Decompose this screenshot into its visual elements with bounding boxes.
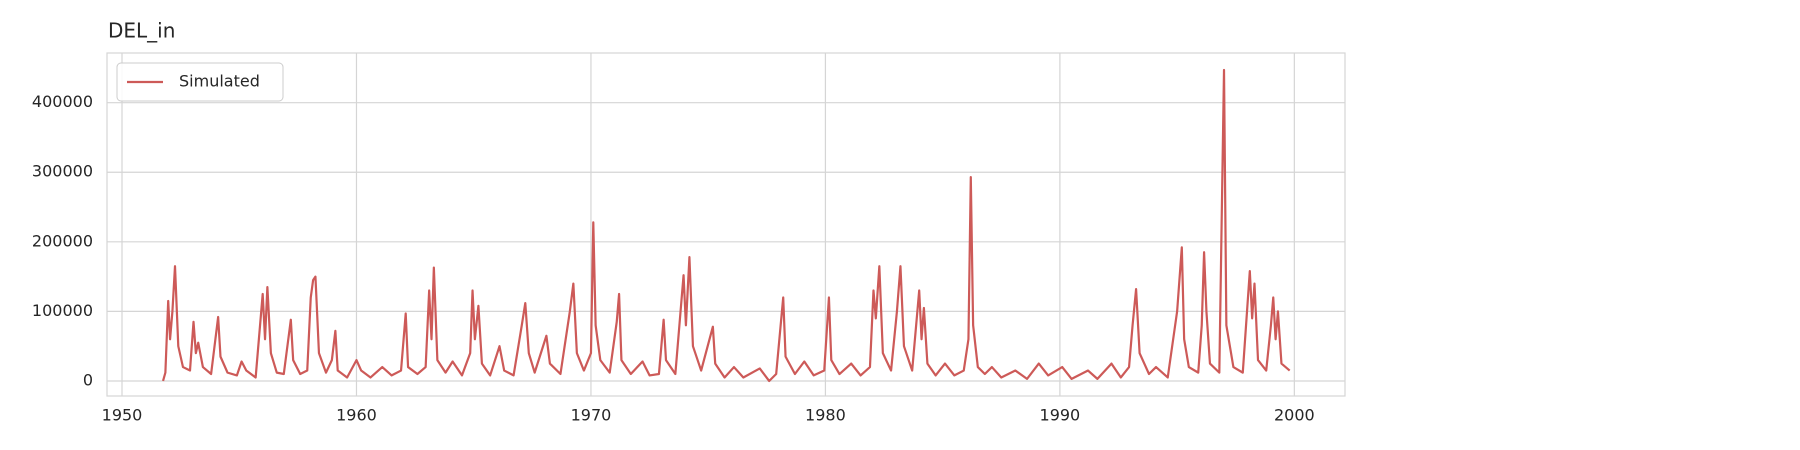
x-tick-label: 1980 <box>805 406 846 425</box>
data-line <box>161 68 1291 383</box>
legend-label: Simulated <box>179 72 260 91</box>
legend-box <box>116 62 284 102</box>
x-tick-label: 1960 <box>336 406 377 425</box>
y-tick-label: 400000 <box>32 92 93 111</box>
y-tick-label: 100000 <box>32 301 93 320</box>
y-tick-label: 200000 <box>32 231 93 250</box>
y-tick-label: 0 <box>83 370 93 389</box>
y-tick-label: 300000 <box>32 162 93 181</box>
chart-title: DEL_in <box>108 19 175 43</box>
x-tick-label: 1950 <box>102 406 143 425</box>
x-tick-label: 1970 <box>571 406 612 425</box>
x-tick-label: 2000 <box>1274 406 1315 425</box>
plot-frame <box>106 52 1346 397</box>
x-tick-label: 1990 <box>1040 406 1081 425</box>
